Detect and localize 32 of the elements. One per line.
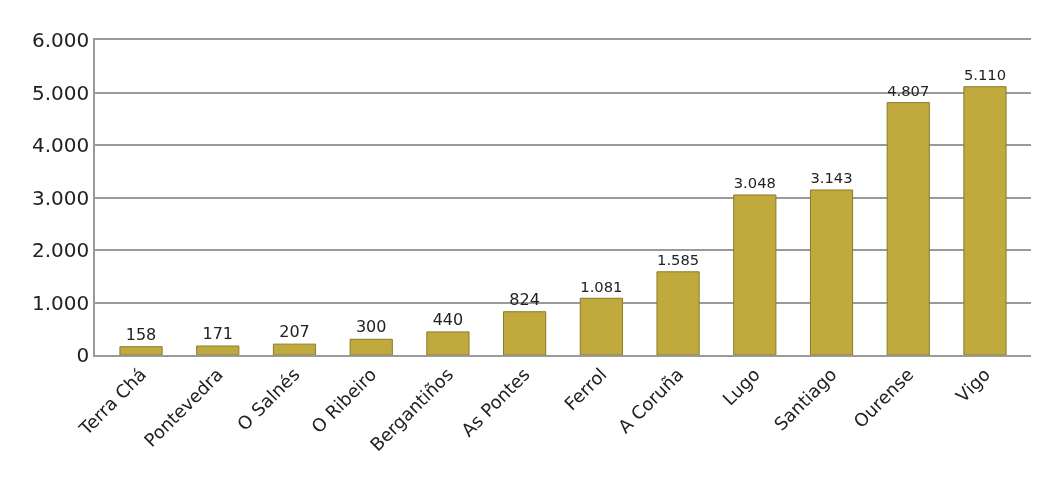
bar	[963, 86, 1007, 355]
data-label: 824	[509, 289, 540, 309]
bar	[426, 331, 470, 355]
bar	[272, 343, 317, 355]
x-tick-label: Vigo	[951, 363, 995, 407]
data-label: 1.585	[657, 251, 700, 269]
data-label: 4.807	[887, 81, 930, 99]
data-label: 5.110	[963, 66, 1007, 84]
data-label: 1.081	[580, 277, 623, 295]
y-tick-label: 2.000	[31, 238, 90, 262]
bar	[809, 189, 854, 355]
bar	[656, 271, 700, 355]
data-label: 158	[125, 324, 157, 344]
y-tick-label: 4.000	[31, 133, 90, 157]
data-label: 171	[202, 324, 234, 344]
data-label: 300	[355, 317, 387, 337]
data-label: 207	[279, 322, 310, 342]
data-label: 3.143	[810, 169, 853, 187]
bar	[733, 194, 777, 355]
bar	[349, 338, 393, 355]
bar	[579, 297, 623, 355]
data-label: 440	[432, 309, 464, 329]
y-tick-label: 1.000	[31, 290, 90, 315]
bar	[196, 345, 240, 355]
y-tick-label: 5.000	[31, 80, 90, 105]
bar	[503, 311, 547, 355]
bar	[119, 346, 163, 355]
data-label: 3.048	[733, 174, 776, 192]
y-tick-label: 6.000	[31, 28, 90, 52]
y-tick-label: 3.000	[31, 185, 90, 210]
y-tick-label: 0	[76, 343, 90, 367]
bar	[886, 102, 930, 355]
